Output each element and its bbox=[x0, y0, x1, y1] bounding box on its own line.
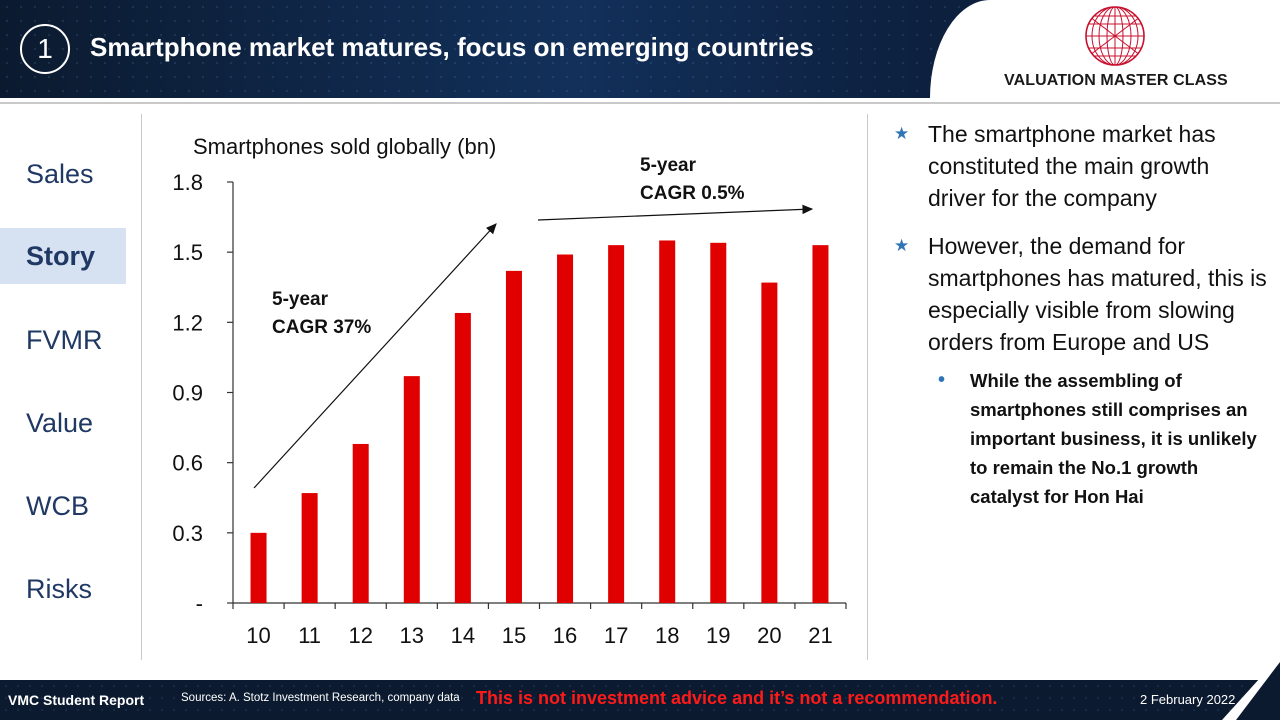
flat-trend-arrow bbox=[537, 204, 814, 221]
bar-12 bbox=[352, 443, 369, 603]
x-tick-label: 20 bbox=[757, 623, 781, 648]
cagr-annotation-2-line1: 5-year bbox=[640, 155, 696, 176]
dot-bullet-icon: • bbox=[938, 369, 946, 391]
nav-divider bbox=[141, 114, 142, 660]
footer-pattern bbox=[0, 680, 1280, 720]
y-tick-label: 1.5 bbox=[172, 240, 203, 265]
bar-15 bbox=[505, 270, 522, 603]
nav-item-story[interactable]: Story bbox=[0, 228, 126, 284]
star-bullet-icon: ★ bbox=[894, 236, 910, 255]
x-tick-label: 13 bbox=[400, 623, 424, 648]
bullet-item: ★ However, the demand for smartphones ha… bbox=[892, 230, 1272, 358]
x-tick-label: 12 bbox=[348, 623, 372, 648]
bar-20 bbox=[761, 282, 778, 603]
footer-bar: VMC Student Report Sources: A. Stotz Inv… bbox=[0, 680, 1280, 720]
report-date: 2 February 2022 bbox=[1140, 692, 1236, 707]
x-tick-label: 19 bbox=[706, 623, 730, 648]
y-tick-label: 1.8 bbox=[172, 170, 203, 195]
y-tick-label: - bbox=[196, 591, 203, 616]
bar-21 bbox=[812, 245, 829, 603]
x-tick-label: 21 bbox=[808, 623, 832, 648]
x-tick-label: 15 bbox=[502, 623, 526, 648]
cagr-annotation-1: 5-year CAGR 37% bbox=[272, 286, 371, 342]
y-tick-label: 0.3 bbox=[172, 521, 203, 546]
x-tick-label: 14 bbox=[451, 623, 475, 648]
bar-17 bbox=[608, 245, 625, 603]
bullet-text: The smartphone market has constituted th… bbox=[928, 121, 1216, 211]
chart-title: Smartphones sold globally (bn) bbox=[193, 134, 496, 159]
bullet-text: However, the demand for smartphones has … bbox=[928, 233, 1267, 355]
cagr-annotation-1-line2: CAGR 37% bbox=[272, 317, 372, 338]
smartphones-bar-chart: Smartphones sold globally (bn) - 0.3 0.6 0.9… bbox=[172, 134, 847, 648]
commentary-bullets: ★ The smartphone market has constituted … bbox=[892, 118, 1272, 511]
y-tick-label: 0.9 bbox=[172, 381, 203, 406]
sub-bullet-text: While the assembling of smartphones stil… bbox=[970, 370, 1257, 507]
nav-item-risks[interactable]: Risks bbox=[26, 573, 92, 604]
page-title: Smartphone market matures, focus on emer… bbox=[90, 32, 814, 62]
y-tick-label: 0.6 bbox=[172, 451, 203, 476]
bar-11 bbox=[301, 493, 318, 603]
sources-note: Sources: A. Stotz Investment Research, c… bbox=[181, 692, 460, 704]
nav-item-value[interactable]: Value bbox=[26, 407, 94, 438]
disclaimer-text: This is not investment advice and it’s n… bbox=[476, 688, 998, 708]
cagr-annotation-2: 5-year CAGR 0.5% bbox=[640, 152, 745, 208]
y-tick-label: 1.2 bbox=[172, 310, 203, 335]
bar-10 bbox=[250, 532, 267, 603]
bullet-item: ★ The smartphone market has constituted … bbox=[892, 118, 1272, 214]
cagr-annotation-1-line1: 5-year bbox=[272, 289, 328, 310]
bar-18 bbox=[659, 240, 676, 603]
sub-bullet-item: • While the assembling of smartphones st… bbox=[892, 366, 1272, 511]
x-tick-label: 10 bbox=[246, 623, 270, 648]
content-divider bbox=[867, 114, 868, 660]
nav-item-wcb[interactable]: WCB bbox=[26, 490, 89, 521]
nav-item-sales[interactable]: Sales bbox=[26, 158, 94, 189]
cagr-annotation-2-line2: CAGR 0.5% bbox=[640, 183, 745, 204]
x-tick-label: 17 bbox=[604, 623, 628, 648]
globe-logo-icon bbox=[1085, 6, 1145, 66]
bar-16 bbox=[557, 254, 574, 603]
bar-14 bbox=[454, 312, 471, 603]
x-tick-label: 11 bbox=[298, 623, 321, 648]
x-tick-label: 16 bbox=[553, 623, 577, 648]
star-bullet-icon: ★ bbox=[894, 124, 910, 143]
brand-name: VALUATION MASTER CLASS bbox=[1004, 72, 1228, 89]
bar-13 bbox=[403, 376, 420, 603]
x-tick-label: 18 bbox=[655, 623, 679, 648]
header-divider bbox=[0, 102, 1280, 104]
report-label: VMC Student Report bbox=[8, 692, 145, 708]
growth-arrow bbox=[253, 223, 497, 489]
slide-number-badge: 1 bbox=[20, 24, 70, 74]
nav-item-fvmr[interactable]: FVMR bbox=[26, 324, 103, 355]
bar-19 bbox=[710, 242, 727, 604]
